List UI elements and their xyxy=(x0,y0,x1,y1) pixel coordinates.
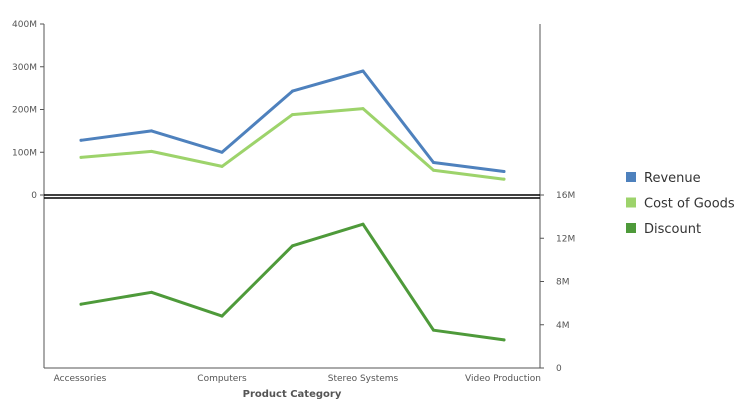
y-tick-label-right: 8M xyxy=(556,278,570,288)
x-tick-label: Computers xyxy=(197,374,247,384)
data-point-cost-of-goods xyxy=(220,164,224,168)
data-point-revenue xyxy=(150,129,153,133)
series-line-revenue xyxy=(79,69,506,173)
legend-label-discount: Discount xyxy=(644,222,701,237)
series-lines xyxy=(79,69,506,342)
legend-swatch-cost-of-goods xyxy=(626,197,636,208)
y-tick-label-right: 4M xyxy=(556,321,570,331)
y-tick-label-left: 0 xyxy=(31,191,37,201)
legend-label-revenue: Revenue xyxy=(644,171,701,186)
legend-swatch-discount xyxy=(626,223,636,233)
x-tick-label: Accessories xyxy=(54,374,107,384)
legend-label-cost-of-goods: Cost of Goods xyxy=(644,197,735,212)
y-tick-label-left: 100M xyxy=(12,148,37,158)
data-point-discount xyxy=(432,328,435,332)
y-tick-label-left: 300M xyxy=(12,63,37,73)
data-point-cost-of-goods xyxy=(150,149,153,153)
x-axis-label: Product Category xyxy=(243,389,342,400)
data-point-cost-of-goods xyxy=(361,107,365,111)
tick-labels: 0 100M 200M 300M 400M 0 4M 8M 12M 16M Accessories C… xyxy=(12,20,575,384)
data-point-discount xyxy=(150,290,153,294)
data-point-discount xyxy=(361,222,365,226)
data-point-revenue xyxy=(502,169,506,173)
legend: Revenue Cost of Goods Discount xyxy=(626,171,735,237)
data-point-revenue xyxy=(79,138,83,142)
data-point-discount xyxy=(291,244,294,248)
data-point-revenue xyxy=(361,69,365,73)
data-point-cost-of-goods xyxy=(79,155,83,159)
legend-swatch-revenue xyxy=(626,172,636,182)
y-tick-label-left: 400M xyxy=(12,20,37,30)
data-point-discount xyxy=(79,302,83,306)
axes xyxy=(40,23,544,369)
data-point-discount xyxy=(502,338,506,342)
data-point-cost-of-goods xyxy=(291,113,294,117)
y-tick-label-right: 0 xyxy=(556,364,562,374)
x-tick-label: Video Production xyxy=(465,374,541,384)
data-point-revenue xyxy=(220,150,224,154)
data-point-revenue xyxy=(432,161,435,165)
y-tick-label-left: 200M xyxy=(12,106,37,116)
data-point-discount xyxy=(220,314,224,318)
series-line-discount xyxy=(79,222,506,342)
data-point-cost-of-goods xyxy=(432,168,435,172)
y-tick-label-right: 16M xyxy=(556,191,575,201)
y-tick-label-right: 12M xyxy=(556,234,575,244)
data-point-revenue xyxy=(291,89,294,93)
series-line-cost-of-goods xyxy=(79,107,506,181)
data-point-cost-of-goods xyxy=(502,177,506,181)
x-tick-label: Stereo Systems xyxy=(328,374,399,384)
